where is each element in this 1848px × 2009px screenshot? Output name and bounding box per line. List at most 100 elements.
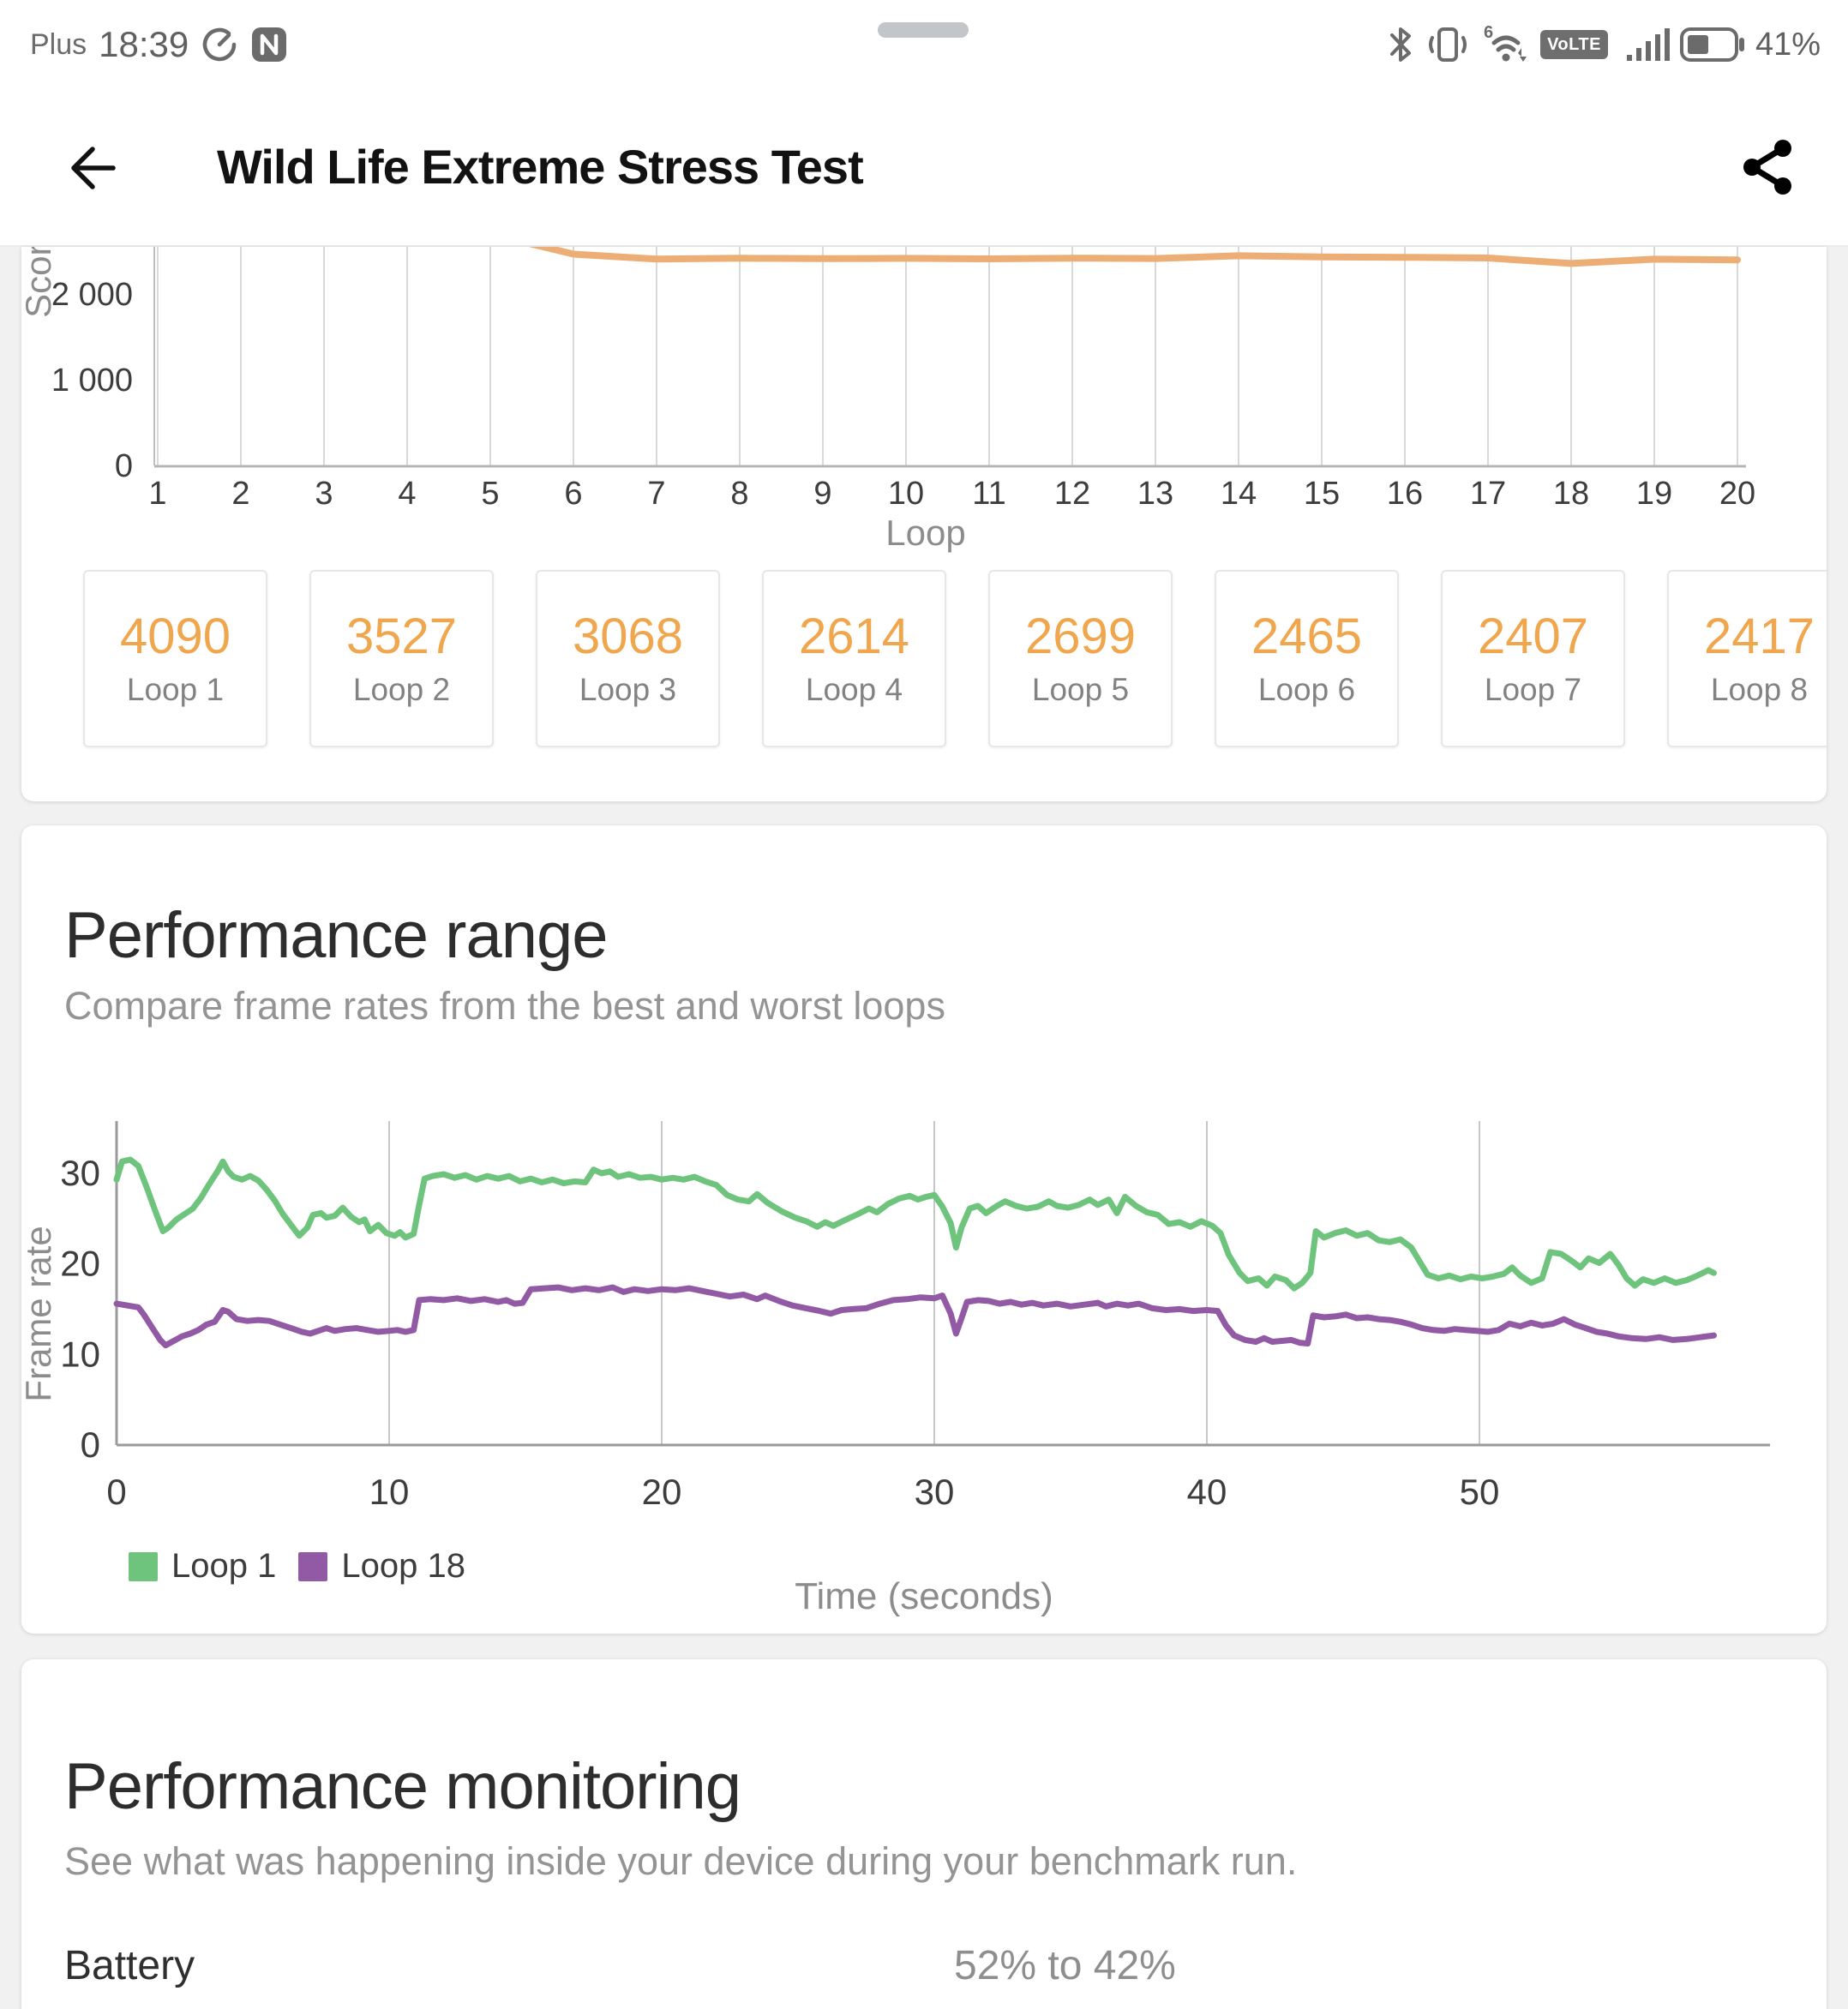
loop1-legend-label: Loop 1	[171, 1547, 277, 1585]
performance-range-title: Performance range	[64, 899, 609, 972]
svg-text:0: 0	[81, 1424, 100, 1465]
svg-text:40: 40	[1187, 1472, 1227, 1512]
svg-text:4: 4	[398, 476, 416, 512]
svg-text:18: 18	[1553, 476, 1589, 512]
score-card: 1 2 3 4 5 6 7 8 9 10 11 12 13 14 15 16 17 18 19 20 0 1 000 2 0…	[21, 247, 1827, 801]
camera-cutout	[878, 22, 969, 38]
loop-score-value: 2465	[1251, 609, 1363, 664]
performance-monitoring-subtitle: See what was happening inside your devic…	[64, 1839, 1298, 1883]
svg-text:19: 19	[1636, 476, 1672, 512]
svg-text:9: 9	[813, 476, 831, 512]
performance-range-subtitle: Compare frame rates from the best and wo…	[64, 984, 945, 1028]
volte-badge: VoLTE	[1540, 30, 1608, 59]
x-axis-caption: Time (seconds)	[795, 1575, 1053, 1617]
loop-score-card: 4090 Loop 1	[83, 570, 267, 747]
loop-score-card: 2465 Loop 6	[1215, 570, 1399, 747]
loop-score-card: 2699 Loop 5	[988, 570, 1173, 747]
chart-legend: Loop 1 Loop 18	[129, 1547, 465, 1586]
svg-text:20: 20	[1719, 476, 1755, 512]
status-bar: Plus 18:39 6	[0, 0, 1848, 77]
svg-text:13: 13	[1137, 476, 1173, 512]
loop-score-value: 3527	[345, 609, 458, 664]
performance-monitoring-card: Performance monitoring See what was happ…	[21, 1659, 1827, 2009]
clock: 18:39	[99, 24, 189, 64]
loop-score-label: Loop 5	[1031, 672, 1130, 707]
performance-range-card: Performance range Compare frame rates fr…	[21, 825, 1827, 1634]
battery-percent-label: 41%	[1755, 26, 1821, 63]
performance-monitoring-title: Performance monitoring	[64, 1750, 741, 1823]
loop-score-label: Loop 6	[1257, 672, 1356, 707]
loop-score-card: 2407 Loop 7	[1441, 570, 1625, 747]
svg-text:1 000: 1 000	[51, 363, 133, 399]
svg-text:30: 30	[60, 1153, 100, 1193]
svg-text:14: 14	[1221, 476, 1257, 512]
svg-text:5: 5	[481, 476, 499, 512]
loop-score-value: 2614	[798, 609, 910, 664]
svg-text:2 000: 2 000	[51, 277, 133, 313]
loop1-swatch	[129, 1551, 158, 1581]
battery-row-value: 52% to 42%	[954, 1943, 1176, 1988]
svg-text:20: 20	[60, 1244, 100, 1284]
status-right: 6 VoLTE 41%	[1386, 0, 1821, 77]
loop-score-card: 3068 Loop 3	[536, 570, 720, 747]
svg-text:20: 20	[642, 1472, 682, 1512]
svg-text:10: 10	[369, 1472, 410, 1512]
svg-text:16: 16	[1387, 476, 1423, 512]
wifi-6-icon: 6	[1484, 24, 1527, 62]
bluetooth-icon	[1390, 27, 1412, 62]
svg-text:10: 10	[60, 1334, 100, 1374]
loop-score-value: 2417	[1703, 609, 1815, 664]
data-saver-icon	[203, 27, 237, 62]
page-title: Wild Life Extreme Stress Test	[217, 140, 864, 194]
loop-score-value: 2407	[1477, 609, 1589, 664]
carrier-label: Plus	[30, 27, 87, 61]
battery-icon	[1679, 27, 1744, 62]
loop18-legend-label: Loop 18	[341, 1547, 465, 1585]
loop-score-label: Loop 1	[126, 672, 225, 707]
svg-text:10: 10	[888, 476, 924, 512]
loop-score-label: Loop 2	[352, 672, 451, 707]
svg-text:1: 1	[148, 476, 166, 512]
svg-text:Frame rate: Frame rate	[21, 1226, 58, 1401]
signal-strength-icon	[1626, 28, 1670, 61]
share-icon[interactable]	[1738, 137, 1798, 197]
legend-item-loop18: Loop 18	[298, 1547, 465, 1586]
nfc-icon	[252, 27, 287, 62]
loop-score-label: Loop 7	[1484, 672, 1582, 707]
loop-score-label: Loop 3	[579, 672, 677, 707]
loop-score-value: 3068	[572, 609, 684, 664]
svg-text:Score: Score	[21, 247, 58, 318]
svg-text:15: 15	[1304, 476, 1340, 512]
loop18-swatch	[298, 1551, 328, 1581]
svg-text:7: 7	[647, 476, 665, 512]
loop-score-label: Loop 8	[1710, 672, 1809, 707]
legend-item-loop1: Loop 1	[129, 1547, 276, 1586]
svg-text:12: 12	[1054, 476, 1090, 512]
loop-score-card: 2417 Loop 8	[1667, 570, 1827, 747]
vibrate-icon	[1429, 27, 1467, 62]
svg-text:50: 50	[1460, 1472, 1500, 1512]
app-bar: Wild Life Extreme Stress Test	[0, 77, 1848, 247]
loop-score-list: 4090 Loop 1 3527 Loop 2 3068 Loop 3 2614 Loop 4…	[83, 570, 1827, 747]
svg-text:8: 8	[730, 476, 748, 512]
wifi-gen-label: 6	[1484, 24, 1493, 42]
loop-score-label: Loop 4	[805, 672, 903, 707]
status-left: Plus 18:39	[30, 0, 288, 77]
loop-score-card: 2614 Loop 4	[762, 570, 946, 747]
svg-text:0: 0	[106, 1472, 126, 1512]
loop-score-value: 4090	[119, 609, 231, 664]
loop-score-value: 2699	[1024, 609, 1137, 664]
battery-row-label: Battery	[64, 1943, 195, 1988]
svg-text:3: 3	[315, 476, 333, 512]
svg-text:0: 0	[115, 448, 133, 484]
svg-text:Loop: Loop	[885, 513, 965, 553]
back-arrow-icon[interactable]	[67, 142, 118, 194]
svg-text:2: 2	[231, 476, 249, 512]
svg-text:11: 11	[972, 476, 1005, 512]
svg-text:6: 6	[564, 476, 582, 512]
loop-score-card: 3527 Loop 2	[309, 570, 494, 747]
svg-text:17: 17	[1470, 476, 1506, 512]
